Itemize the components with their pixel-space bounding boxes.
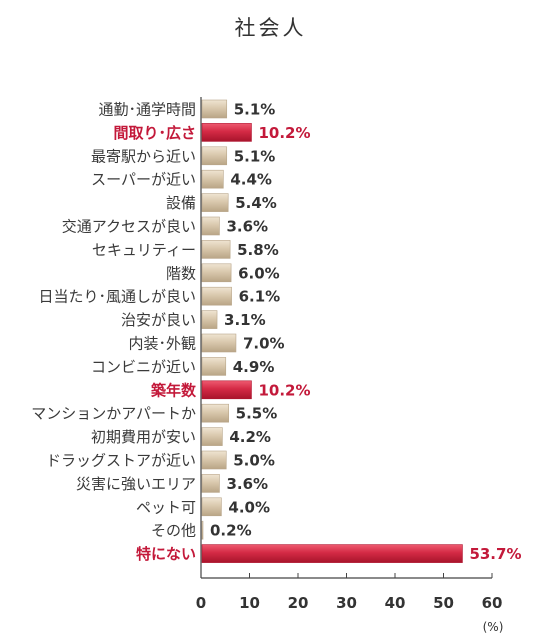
value-label: 10.2% bbox=[258, 124, 310, 142]
value-label: 6.1% bbox=[239, 288, 281, 306]
value-label: 6.0% bbox=[238, 264, 280, 282]
bar bbox=[201, 216, 220, 236]
axis-layer: 0 10 20 30 40 50 60 (%) bbox=[196, 97, 504, 634]
x-axis-unit: (%) bbox=[483, 620, 504, 634]
x-tick-label: 40 bbox=[385, 594, 406, 612]
bar bbox=[201, 99, 228, 119]
category-label: 初期費用が安い bbox=[91, 428, 196, 446]
category-label: スーパーが近い bbox=[91, 171, 196, 189]
chart-title: 社会人 bbox=[234, 16, 307, 40]
value-label: 5.0% bbox=[233, 452, 275, 470]
bar bbox=[201, 169, 224, 189]
value-label: 3.6% bbox=[226, 475, 268, 493]
category-label: コンビニが近い bbox=[91, 358, 196, 376]
bars-layer: 通勤･通学時間 5.1% 間取り･広さ 10.2% 最寄駅から近い 5.1% スーパーが近い… bbox=[31, 99, 521, 563]
category-label: その他 bbox=[151, 522, 196, 540]
x-tick-label: 0 bbox=[196, 594, 206, 612]
highlighted-bar bbox=[201, 544, 463, 563]
value-label: 3.6% bbox=[226, 218, 268, 236]
bar bbox=[201, 427, 223, 446]
bar bbox=[201, 193, 229, 212]
bar bbox=[201, 240, 231, 259]
category-label: 内装･外観 bbox=[128, 335, 196, 353]
category-label: 築年数 bbox=[150, 381, 197, 399]
bar bbox=[201, 146, 228, 166]
category-label: 通勤･通学時間 bbox=[98, 101, 196, 119]
value-label: 5.4% bbox=[235, 194, 277, 212]
bar bbox=[201, 263, 232, 283]
x-tick-label: 10 bbox=[239, 594, 260, 612]
x-tick-label: 30 bbox=[336, 594, 357, 612]
category-label: ペット可 bbox=[136, 498, 196, 516]
x-tick-label: 50 bbox=[433, 594, 454, 612]
category-label: 治安が良い bbox=[121, 311, 196, 329]
bar bbox=[201, 310, 218, 329]
bar bbox=[201, 403, 229, 423]
value-label: 5.1% bbox=[234, 147, 276, 165]
category-label: 特にない bbox=[136, 545, 196, 563]
value-label: 5.5% bbox=[236, 405, 278, 423]
bar bbox=[201, 333, 237, 353]
category-label: セキュリティー bbox=[92, 241, 196, 259]
category-label: 交通アクセスが良い bbox=[62, 218, 196, 236]
category-label: 階数 bbox=[166, 264, 196, 282]
bar bbox=[201, 357, 227, 376]
category-label: 最寄駅から近い bbox=[91, 147, 196, 165]
value-label: 4.4% bbox=[230, 171, 272, 189]
value-label: 7.0% bbox=[243, 335, 285, 353]
highlighted-bar bbox=[201, 123, 252, 142]
value-label: 0.2% bbox=[210, 522, 252, 540]
highlighted-bar bbox=[201, 380, 252, 400]
x-tick-label: 60 bbox=[482, 594, 503, 612]
value-label: 4.2% bbox=[229, 428, 271, 446]
category-label: 設備 bbox=[166, 194, 196, 212]
value-label: 5.8% bbox=[237, 241, 279, 259]
value-label: 53.7% bbox=[469, 545, 521, 563]
category-label: ドラッグストアが近い bbox=[46, 452, 196, 470]
value-label: 10.2% bbox=[258, 381, 310, 399]
value-label: 4.0% bbox=[228, 498, 270, 516]
value-label: 4.9% bbox=[233, 358, 275, 376]
x-tick-label: 20 bbox=[288, 594, 309, 612]
bar bbox=[201, 474, 220, 493]
bar bbox=[201, 520, 204, 540]
bar bbox=[201, 450, 227, 470]
bar bbox=[201, 286, 232, 306]
value-label: 3.1% bbox=[224, 311, 266, 329]
value-label: 5.1% bbox=[234, 101, 276, 119]
category-label: マンションかアパートか bbox=[31, 405, 196, 423]
category-label: 間取り･広さ bbox=[113, 124, 196, 142]
category-label: 災害に強いエリア bbox=[76, 475, 196, 493]
bar bbox=[201, 497, 222, 517]
category-label: 日当たり･風通しが良い bbox=[38, 288, 196, 306]
